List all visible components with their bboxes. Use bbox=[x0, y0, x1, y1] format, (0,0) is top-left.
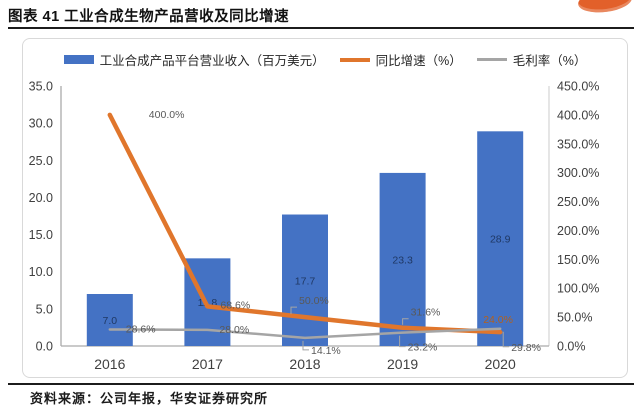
label-leader-line bbox=[302, 340, 309, 351]
legend-item-revenue: 工业合成产品平台营业收入（百万美元） bbox=[63, 50, 325, 69]
x-axis-category-label: 2020 bbox=[485, 356, 516, 372]
margin-value-label: 14.1% bbox=[311, 345, 341, 357]
figure-title: 图表 41 工业合成生物产品营收及同比增速 bbox=[8, 9, 290, 25]
y-axis-right-tick-label: 100.0% bbox=[557, 282, 599, 296]
y-axis-left-tick-label: 20.0 bbox=[29, 191, 53, 205]
chart-plot-area: 0.0 5.0 10.0 15.0 20.0 25.0 30.0 35.0 0.0% 50.0% 1… bbox=[29, 80, 600, 373]
legend-item-margin: 毛利率（%） bbox=[476, 50, 587, 69]
chart-card: 0.0 5.0 10.0 15.0 20.0 25.0 30.0 35.0 0.0% 50.0% 1… bbox=[22, 38, 628, 378]
y-axis-right-tick-label: 0.0% bbox=[557, 340, 586, 354]
bar-value-label: 7.0 bbox=[102, 315, 117, 327]
growth-value-label: 50.0% bbox=[299, 295, 329, 307]
y-axis-left-tick-label: 30.0 bbox=[29, 117, 53, 131]
label-leader-line bbox=[399, 335, 406, 348]
growth-value-label: 400.0% bbox=[149, 109, 185, 121]
title-divider-line bbox=[8, 27, 634, 29]
y-axis-left-tick-label: 0.0 bbox=[36, 340, 53, 354]
growth-value-label: 68.6% bbox=[220, 299, 250, 311]
bar-value-label: 17.7 bbox=[295, 275, 316, 287]
label-leader-line bbox=[402, 318, 409, 325]
growth-value-label: 24.0% bbox=[483, 314, 513, 326]
chart-legend: 工业合成产品平台营业收入（百万美元） 同比增速（%） 毛利率（%） bbox=[23, 50, 627, 69]
margin-line bbox=[108, 327, 502, 340]
bar-2016 bbox=[86, 294, 133, 346]
legend-label-margin: 毛利率（%） bbox=[512, 54, 587, 68]
line-swatch-icon bbox=[339, 57, 370, 62]
margin-value-label: 23.2% bbox=[408, 342, 438, 354]
bar-2018 bbox=[282, 214, 328, 346]
margin-value-label: 29.8% bbox=[511, 342, 541, 354]
label-leader-line bbox=[502, 331, 510, 348]
x-axis-category-label: 2018 bbox=[289, 356, 320, 372]
y-axis-right-tick-label: 250.0% bbox=[557, 195, 599, 209]
legend-item-growth: 同比增速（%） bbox=[339, 50, 462, 69]
bar-swatch-icon bbox=[63, 55, 94, 64]
margin-value-label: 28.0% bbox=[219, 324, 249, 336]
y-axis-left-tick-label: 10.0 bbox=[29, 265, 53, 279]
publisher-logo-icon bbox=[576, 0, 634, 16]
line-swatch-icon bbox=[476, 58, 507, 61]
y-axis-right-tick-label: 300.0% bbox=[557, 166, 599, 180]
y-axis-right-tick-label: 150.0% bbox=[557, 253, 599, 267]
y-axis-left-tick-label: 5.0 bbox=[36, 302, 53, 316]
legend-label-growth: 同比增速（%） bbox=[375, 54, 462, 68]
y-axis-right-tick-label: 350.0% bbox=[557, 137, 599, 151]
bar-value-label: 23.3 bbox=[392, 254, 413, 266]
y-axis-right-tick-label: 400.0% bbox=[557, 108, 599, 122]
bar-2020 bbox=[477, 131, 524, 346]
y-axis-right-tick-label: 200.0% bbox=[557, 224, 599, 238]
y-axis-right-tick-label: 50.0% bbox=[557, 311, 592, 325]
x-axis-category-label: 2017 bbox=[192, 356, 223, 372]
margin-value-label: 28.6% bbox=[126, 323, 156, 335]
y-axis-left-tick-label: 25.0 bbox=[29, 154, 53, 168]
bar-value-label: 28.9 bbox=[490, 234, 511, 246]
growth-value-label: 31.6% bbox=[411, 307, 441, 319]
source-note: 资料来源：公司年报，华安证券研究所 bbox=[30, 391, 269, 406]
bar-2019 bbox=[379, 172, 426, 346]
label-leader-line bbox=[290, 306, 297, 315]
y-axis-left-tick-label: 35.0 bbox=[29, 80, 53, 94]
y-axis-right-tick-label: 450.0% bbox=[557, 80, 599, 94]
x-axis-category-label: 2019 bbox=[387, 356, 418, 372]
legend-label-revenue: 工业合成产品平台营业收入（百万美元） bbox=[99, 54, 325, 68]
y-axis-left-tick-label: 15.0 bbox=[29, 228, 53, 242]
x-axis-category-label: 2016 bbox=[94, 356, 125, 372]
source-divider-line bbox=[8, 383, 634, 385]
growth-line bbox=[107, 112, 503, 335]
